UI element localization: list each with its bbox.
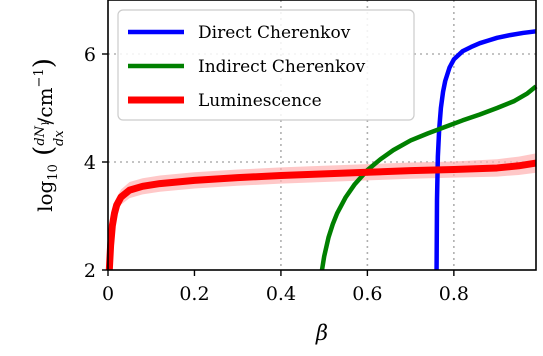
- x-tick-label: 0.8: [439, 283, 469, 305]
- y-label-frac-num: dN: [33, 125, 48, 145]
- series-line-direct-cherenkov: [434, 29, 537, 271]
- x-tick-label: 0.4: [266, 283, 296, 305]
- x-tick-label: 0.2: [179, 283, 209, 305]
- x-axis-ticks: 0 0.2 0.4 0.6 0.8: [102, 270, 469, 305]
- y-label-frac-den: dx: [52, 130, 67, 146]
- x-tick-label: 0: [102, 283, 114, 305]
- series-line-indirect-cherenkov: [319, 84, 538, 271]
- y-label-log: log: [33, 180, 57, 211]
- legend-box: [117, 9, 415, 121]
- plot-frame: [107, 0, 537, 271]
- y-label-unit-sup: −1: [32, 68, 47, 87]
- y-tick-label: 6: [84, 44, 96, 66]
- y-axis-label-text: log10 (dNγdx/cm−1): [29, 58, 67, 212]
- x-tick-label: 0.6: [352, 283, 382, 305]
- y-tick-label: 4: [84, 152, 96, 174]
- y-label-close-paren: ): [29, 58, 59, 68]
- y-label-open-paren: (: [29, 146, 59, 164]
- y-axis-label: log10 (dNγdx/cm−1): [29, 58, 67, 212]
- legend-label-indirect-cherenkov: Indirect Cherenkov: [198, 57, 366, 77]
- x-axis-label: β: [315, 321, 328, 345]
- y-label-unit: /cm: [33, 87, 57, 124]
- legend-label-direct-cherenkov: Direct Cherenkov: [198, 23, 351, 43]
- legend-label-luminescence: Luminescence: [198, 91, 322, 111]
- y-label-frac-num-sub: γ: [39, 120, 50, 126]
- y-axis-ticks: 2 4 6: [84, 44, 108, 282]
- legend: Direct Cherenkov Indirect Cherenkov Lumine…: [117, 9, 415, 121]
- y-tick-label: 2: [84, 260, 96, 282]
- data-series: [105, 29, 538, 271]
- series-line-luminescence: [105, 159, 537, 271]
- y-label-log-sub: 10: [46, 164, 61, 181]
